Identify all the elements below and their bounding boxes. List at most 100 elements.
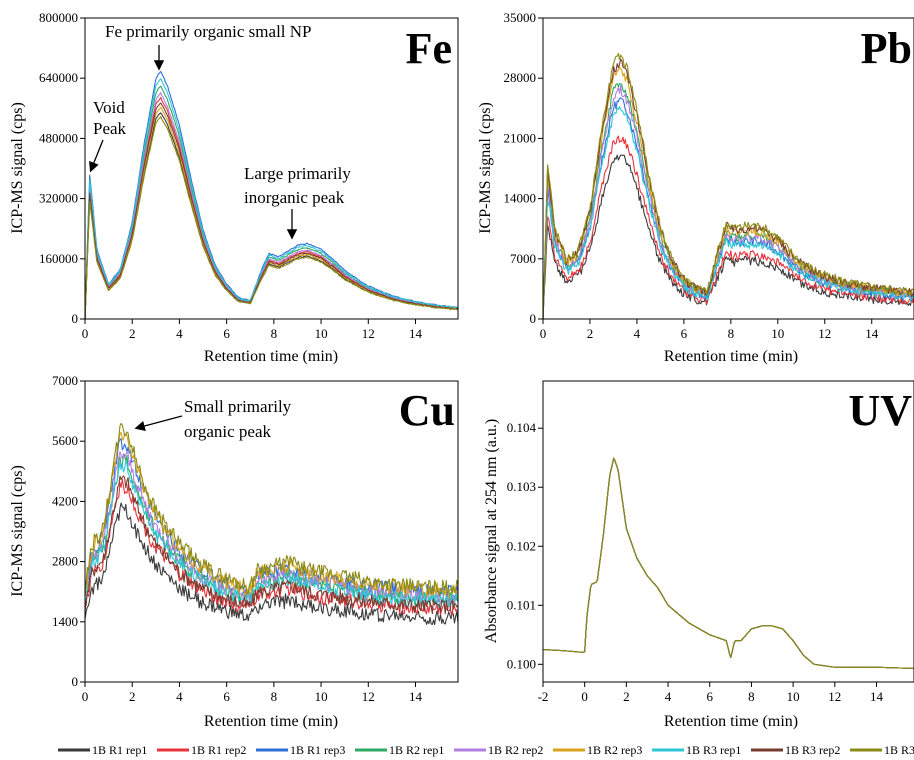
fe-x-tick-label: 8 <box>271 326 278 341</box>
uv-series-line-3 <box>542 457 914 669</box>
cu-x-tick-label: 2 <box>129 689 136 704</box>
fe-x-tick-label: 2 <box>129 326 136 341</box>
cu-x-tick-label: 8 <box>271 689 278 704</box>
cu-ticks-group: 0 2 4 6 8 10 12 14 0 1400 2800 4200 5600 7000 <box>52 373 423 704</box>
pb-y-axis-label: ICP-MS signal (cps) <box>477 102 494 234</box>
fe-y-tick-label: 160000 <box>39 251 78 266</box>
fe-annotation-large-1: Large primarily <box>244 164 351 183</box>
fe-annotation-void-arrow <box>89 139 104 173</box>
cu-series-line-8 <box>84 475 459 615</box>
fe-series-group <box>84 70 459 320</box>
legend-label-1: 1B R1 rep1 <box>92 743 147 757</box>
pb-x-tick-label: 6 <box>681 326 688 341</box>
cu-x-tick-label: 0 <box>82 689 89 704</box>
uv-x-tick-label: 6 <box>706 689 713 704</box>
uv-y-tick-label: 0.100 <box>507 656 536 671</box>
pb-y-tick-label: 7000 <box>510 251 536 266</box>
fe-annotation-large-2: inorganic peak <box>244 188 345 207</box>
uv-series-line-5 <box>542 457 914 669</box>
fe-x-tick-label: 0 <box>82 326 89 341</box>
fe-y-axis-label: ICP-MS signal (cps) <box>9 102 26 234</box>
legend-label-8: 1B R3 rep2 <box>785 743 840 757</box>
legend-label-9: 1B R3 rep3 <box>884 743 914 757</box>
uv-series-line-8 <box>542 457 914 669</box>
uv-y-tick-label: 0.102 <box>507 538 536 553</box>
cu-annotation-1: Small primarily <box>184 397 292 416</box>
pb-series-line-7 <box>542 106 914 320</box>
cu-y-tick-label: 0 <box>72 674 79 689</box>
legend-label-3: 1B R1 rep3 <box>290 743 345 757</box>
uv-x-tick-label: -2 <box>538 689 549 704</box>
fe-y-tick-label: 320000 <box>39 191 78 206</box>
fe-x-tick-label: 12 <box>362 326 375 341</box>
pb-series-line-1 <box>542 154 914 320</box>
cu-annotation-2: organic peak <box>184 422 272 441</box>
uv-ticks-group: -2 0 2 4 6 8 10 12 14 0.100 0.101 0.102 0.103 0.104 <box>507 420 884 704</box>
fe-series-line-1 <box>84 112 459 319</box>
cu-y-tick-label: 5600 <box>52 433 78 448</box>
uv-plot-frame <box>542 380 914 683</box>
fe-panel-label: Fe <box>406 24 452 73</box>
legend-label-7: 1B R3 rep1 <box>686 743 741 757</box>
pb-x-tick-label: 12 <box>818 326 831 341</box>
uv-x-axis-label: Retention time (min) <box>664 713 798 730</box>
pb-y-tick-label: 28000 <box>504 70 537 85</box>
cu-x-tick-label: 12 <box>362 689 375 704</box>
pb-x-tick-label: 4 <box>634 326 641 341</box>
fe-x-tick-label: 10 <box>315 326 328 341</box>
fe-series-line-3 <box>84 70 459 319</box>
uv-x-tick-label: 12 <box>828 689 841 704</box>
cu-series-group <box>84 422 459 626</box>
cu-panel-label: Cu <box>399 386 455 435</box>
legend-label-4: 1B R2 rep1 <box>389 743 444 757</box>
panel-cu: 0 2 4 6 8 10 12 14 0 1400 2800 4200 5600 7000 Cu Rete… <box>9 373 459 730</box>
pb-x-axis-label: Retention time (min) <box>664 348 798 365</box>
uv-x-tick-label: 10 <box>787 689 800 704</box>
uv-series-group <box>542 457 914 669</box>
fe-y-tick-label: 640000 <box>39 70 78 85</box>
pb-plot-frame <box>542 17 914 320</box>
pb-x-tick-label: 2 <box>587 326 594 341</box>
fe-x-tick-label: 14 <box>409 326 423 341</box>
cu-y-tick-label: 7000 <box>52 373 78 388</box>
legend-label-5: 1B R2 rep2 <box>488 743 543 757</box>
uv-x-tick-label: 2 <box>623 689 630 704</box>
pb-y-tick-label: 35000 <box>504 10 537 25</box>
pb-x-tick-label: 10 <box>771 326 784 341</box>
cu-y-tick-label: 1400 <box>52 614 78 629</box>
uv-series-line-2 <box>542 457 914 669</box>
cu-y-tick-label: 4200 <box>52 493 78 508</box>
cu-x-axis-label: Retention time (min) <box>204 713 338 730</box>
uv-series-line-7 <box>542 457 914 669</box>
uv-y-tick-label: 0.104 <box>507 420 537 435</box>
pb-series-line-9 <box>542 52 914 320</box>
uv-y-tick-label: 0.101 <box>507 597 536 612</box>
cu-x-tick-label: 10 <box>315 689 328 704</box>
pb-x-tick-label: 0 <box>540 326 547 341</box>
legend-label-2: 1B R1 rep2 <box>191 743 246 757</box>
uv-y-tick-label: 0.103 <box>507 479 536 494</box>
uv-series-line-6 <box>543 457 914 669</box>
uv-x-tick-label: 14 <box>870 689 884 704</box>
panel-uv: -2 0 2 4 6 8 10 12 14 0.100 0.101 0.102 0.103 0.104 U… <box>483 380 914 730</box>
pb-series-line-2 <box>542 135 914 315</box>
uv-series-line-9 <box>542 457 914 669</box>
fe-annotation-void: Void <box>93 98 125 117</box>
pb-series-group <box>542 52 914 320</box>
fe-x-tick-label: 4 <box>176 326 183 341</box>
cu-y-axis-label: ICP-MS signal (cps) <box>9 465 26 597</box>
pb-panel-label: Pb <box>861 24 912 73</box>
pb-y-tick-label: 21000 <box>504 130 537 145</box>
uv-x-tick-label: 4 <box>665 689 672 704</box>
fe-series-line-7 <box>84 78 459 320</box>
fe-plot-frame <box>84 17 459 320</box>
cu-series-line-9 <box>84 422 459 596</box>
uv-x-tick-label: 0 <box>581 689 588 704</box>
legend-label-6: 1B R2 rep3 <box>587 743 642 757</box>
uv-series-line-4 <box>542 457 914 669</box>
cu-plot-frame <box>84 380 459 683</box>
fe-y-tick-label: 800000 <box>39 10 78 25</box>
uv-x-tick-label: 8 <box>748 689 755 704</box>
